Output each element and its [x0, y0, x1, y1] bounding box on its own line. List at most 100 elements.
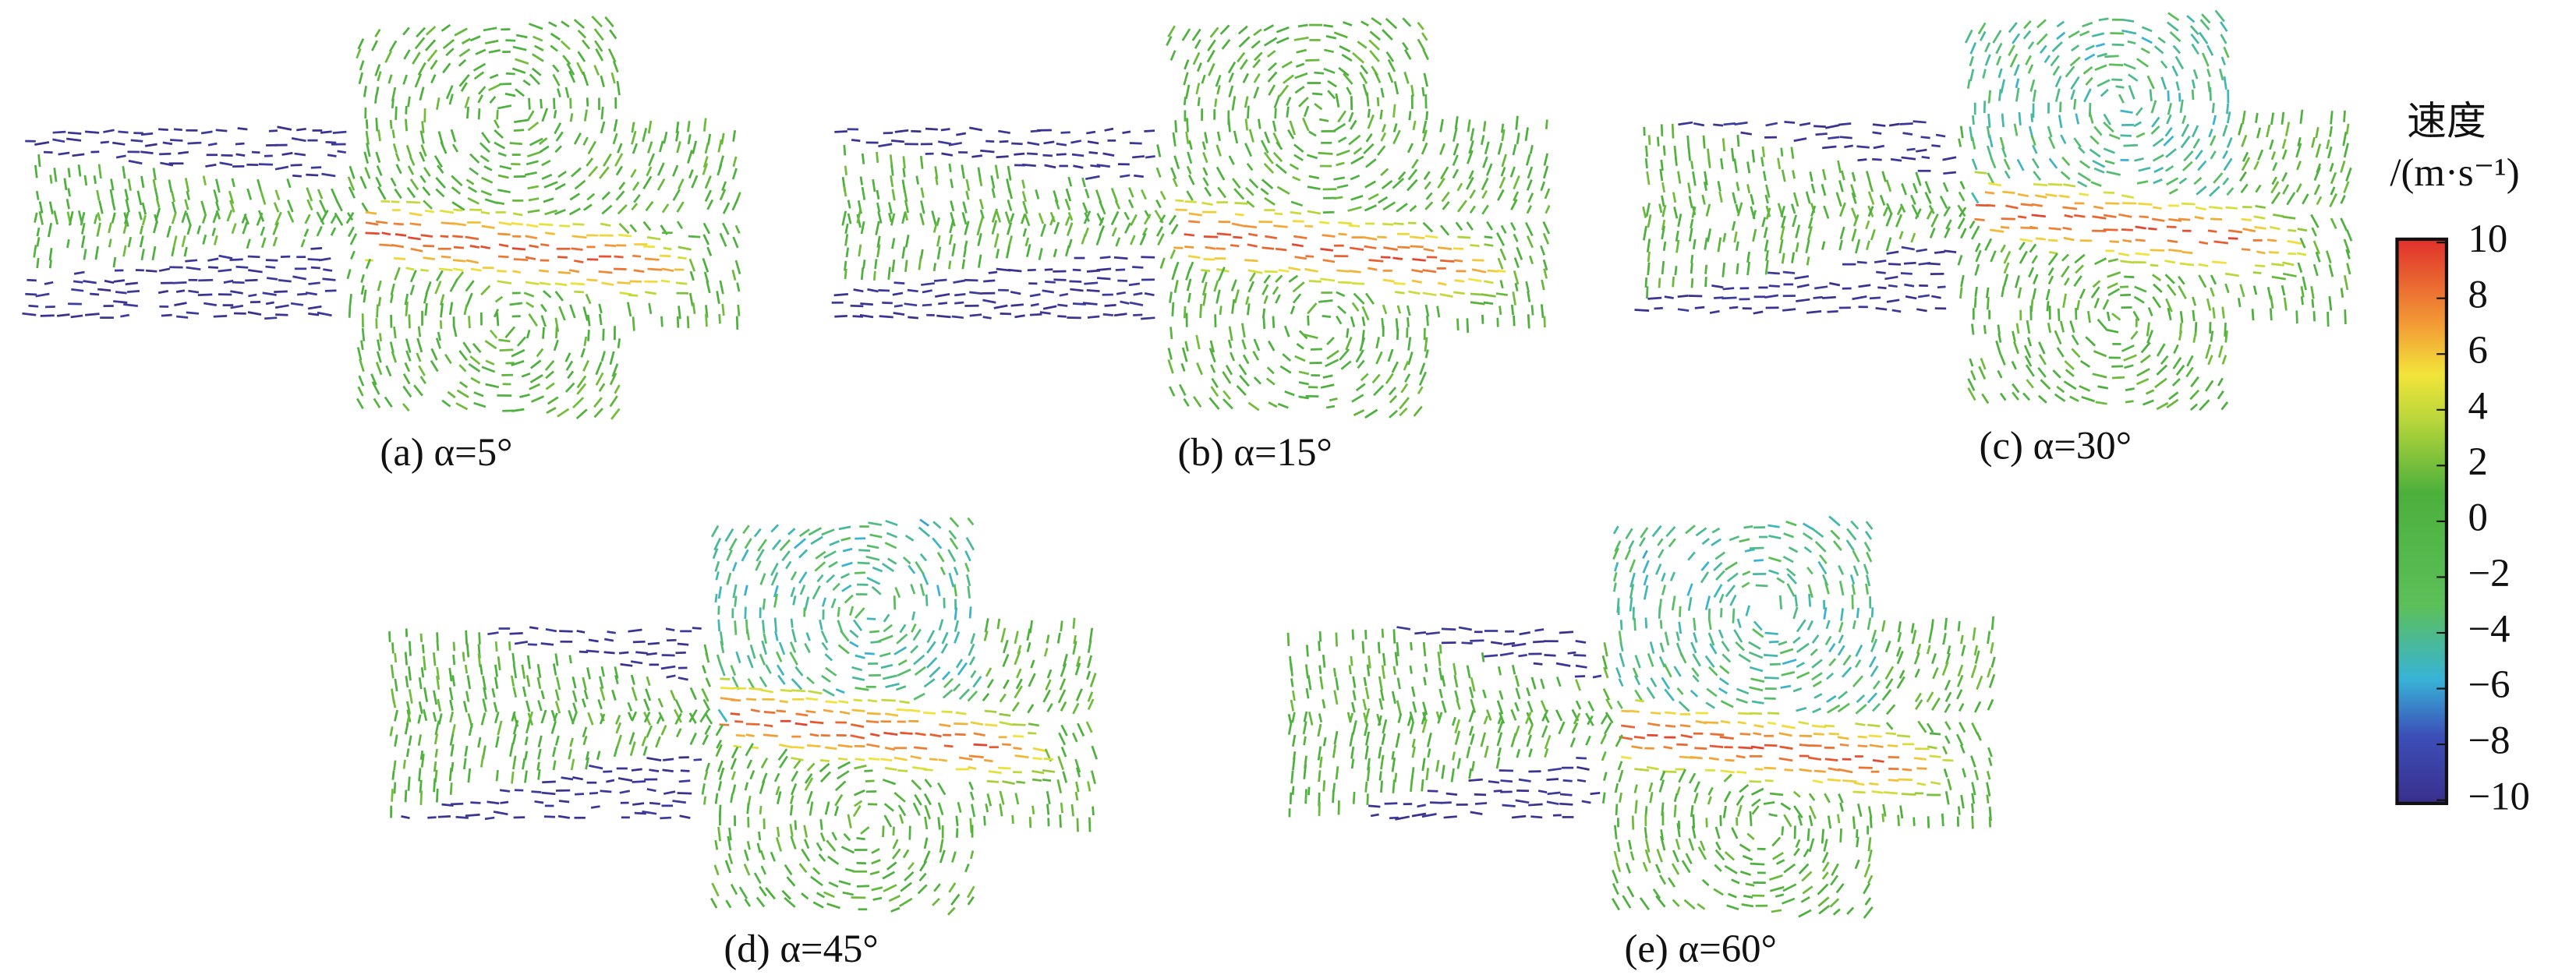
vector-arrow [1085, 175, 1100, 181]
vector-arrow [1910, 623, 1915, 634]
vector-arrow [1129, 142, 1142, 145]
vector-arrow [1046, 703, 1053, 713]
vector-arrow [306, 199, 313, 211]
vector-arrow [1929, 228, 1936, 238]
vector-arrow [1113, 256, 1128, 260]
vector-arrow [1615, 734, 1623, 747]
vector-arrow [1470, 677, 1476, 692]
vector-arrow [837, 761, 851, 770]
vector-arrow [995, 210, 1002, 223]
vector-arrow [932, 521, 942, 529]
vector-arrow [430, 360, 439, 373]
vector-arrow [2013, 341, 2019, 355]
vector-arrow [1511, 664, 1516, 675]
vector-arrow [497, 189, 511, 193]
vector-arrow [1205, 246, 1216, 250]
vector-arrow [1896, 676, 1905, 689]
vector-arrow [256, 212, 264, 226]
vector-arrow [977, 254, 982, 268]
vector-arrow [1437, 652, 1442, 666]
vector-arrow [2070, 89, 2075, 101]
vector-arrow [972, 676, 982, 688]
vector-arrow [248, 269, 263, 274]
vector-arrow [2150, 100, 2157, 114]
vector-arrow [693, 758, 702, 761]
vector-arrow [1035, 189, 1040, 200]
vector-arrow [1837, 645, 1845, 656]
vector-arrow [1412, 258, 1426, 262]
vector-arrow [1423, 248, 1435, 253]
vector-arrow [1650, 712, 1661, 715]
vector-arrow [2271, 263, 2284, 267]
vector-arrow [1057, 689, 1067, 704]
vector-arrow [124, 189, 129, 201]
vector-arrow [1895, 214, 1903, 228]
vector-arrow [1070, 140, 1082, 144]
vector-arrow [878, 143, 893, 148]
vector-arrow [1736, 263, 1739, 274]
vector-arrow [1410, 235, 1425, 240]
vector-arrow [1295, 62, 1305, 68]
vector-arrow [274, 211, 282, 226]
vector-arrow [1983, 325, 1987, 334]
vector-arrow [1999, 136, 2005, 150]
vector-arrow [1603, 641, 1608, 657]
vector-arrow [1411, 746, 1416, 758]
vector-arrow [1708, 666, 1718, 676]
vector-arrow [2192, 138, 2201, 149]
vector-arrow [366, 143, 371, 157]
vector-arrow [2081, 395, 2096, 403]
vector-arrow [663, 131, 668, 144]
vector-arrow [1322, 737, 1327, 747]
vector-arrow [377, 71, 382, 82]
vector-arrow [1807, 217, 1813, 229]
vector-arrow [674, 712, 682, 725]
vector-arrow [2057, 308, 2061, 321]
vector-arrow [450, 129, 457, 143]
vector-arrow [1059, 814, 1062, 828]
vector-arrow [717, 760, 724, 772]
vector-arrow [2107, 329, 2119, 334]
vector-arrow [1524, 712, 1532, 725]
vector-arrow [1060, 802, 1064, 814]
vector-arrow [1468, 709, 1475, 722]
vector-arrow [2095, 401, 2107, 405]
vector-arrow [525, 329, 531, 339]
vector-arrow [2092, 215, 2107, 220]
vector-arrow [656, 162, 665, 176]
vector-arrow [1045, 679, 1052, 691]
vector-arrow [1373, 384, 1385, 397]
vector-arrow [897, 668, 911, 677]
vector-arrow [1043, 648, 1049, 657]
vector-arrow [1603, 772, 1608, 782]
vector-arrow [1664, 631, 1670, 646]
vector-arrow [911, 623, 917, 633]
vector-arrow [361, 327, 366, 341]
vector-arrow [1544, 188, 1551, 200]
vector-arrow [1792, 636, 1801, 644]
vector-arrow [1303, 333, 1318, 340]
vector-arrow [1453, 259, 1463, 263]
vector-arrow [585, 757, 590, 770]
vector-arrow [1254, 51, 1263, 62]
vector-arrow [2195, 206, 2207, 211]
vector-arrow [1096, 277, 1111, 281]
vector-arrow [809, 720, 824, 725]
vector-arrow [1750, 193, 1755, 206]
vector-arrow [1575, 639, 1587, 644]
vector-arrow [1120, 300, 1130, 305]
vector-arrow [656, 178, 666, 191]
vector-arrow [359, 175, 367, 189]
vector-arrow [2186, 355, 2194, 367]
vector-arrow [1215, 166, 1226, 181]
vector-arrow [2297, 228, 2308, 232]
vector-arrow [978, 216, 984, 226]
vector-arrow [2328, 264, 2334, 277]
vector-arrow [598, 270, 613, 274]
vector-arrow [838, 525, 851, 531]
vector-arrow [1336, 291, 1346, 297]
vector-arrow [1310, 348, 1322, 351]
vector-arrow [871, 585, 882, 595]
vector-arrow [614, 666, 619, 679]
vector-arrow [1353, 408, 1365, 417]
